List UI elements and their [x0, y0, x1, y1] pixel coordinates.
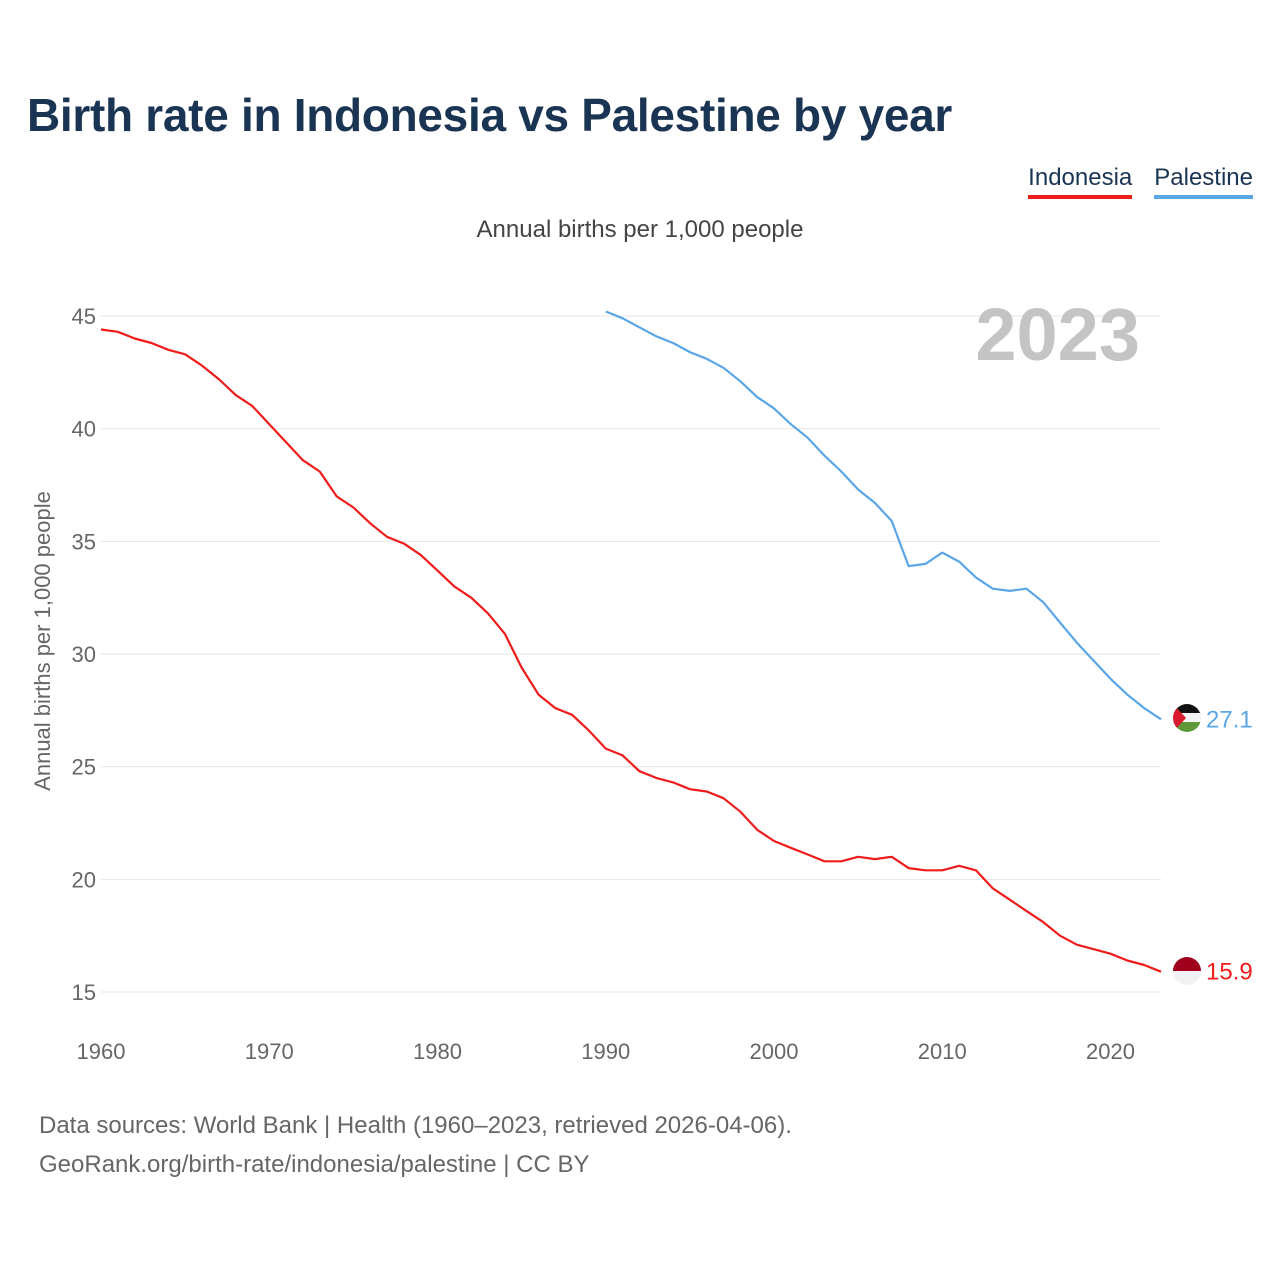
gridlines	[101, 315, 1161, 993]
y-tick-label: 40	[72, 417, 96, 442]
chart-subtitle: Annual births per 1,000 people	[476, 216, 804, 243]
y-tick-label: 25	[72, 755, 96, 780]
x-tick-label: 1990	[581, 1039, 630, 1064]
x-tick-label: 2000	[750, 1039, 799, 1064]
series-line-indonesia[interactable]	[100, 328, 1162, 973]
indonesia-flag-icon	[1173, 957, 1201, 985]
source-line-2[interactable]: GeoRank.org/birth-rate/indonesia/palesti…	[39, 1151, 590, 1178]
end-label-indonesia: 15.9	[1206, 959, 1253, 986]
legend-item-palestine[interactable]: Palestine	[1154, 164, 1253, 199]
series-lines	[100, 310, 1162, 973]
y-axis-label: Annual births per 1,000 people	[30, 491, 55, 791]
x-tick-label: 1970	[245, 1039, 294, 1064]
source-note: Data sources: World Bank | Health (1960–…	[39, 1106, 792, 1184]
end-markers	[1173, 704, 1201, 985]
y-tick-label: 35	[72, 529, 96, 554]
legend: Indonesia Palestine	[1028, 164, 1253, 199]
end-label-palestine: 27.1	[1206, 706, 1253, 733]
x-tick-label: 2020	[1086, 1039, 1135, 1064]
x-tick-label: 1980	[413, 1039, 462, 1064]
y-tick-label: 20	[72, 867, 96, 892]
series-line-palestine[interactable]	[605, 310, 1162, 721]
palestine-flag-icon	[1173, 704, 1201, 732]
source-line-1: Data sources: World Bank | Health (1960–…	[39, 1112, 792, 1139]
y-tick-label: 15	[72, 980, 96, 1005]
end-labels: 15.9 27.1	[1206, 706, 1253, 985]
y-tick-label: 30	[72, 642, 96, 667]
x-axis-ticks: 1960 1970 1980 1990 2000 2010 2020	[77, 1039, 1135, 1064]
x-tick-label: 2010	[918, 1039, 967, 1064]
y-axis-ticks: 15 20 25 30 35 40 45	[72, 304, 96, 1005]
chart-title: Birth rate in Indonesia vs Palestine by …	[27, 89, 953, 141]
year-watermark: 2023	[975, 293, 1140, 376]
legend-item-indonesia[interactable]: Indonesia	[1028, 164, 1133, 199]
y-tick-label: 45	[72, 304, 96, 329]
x-tick-label: 1960	[77, 1039, 126, 1064]
